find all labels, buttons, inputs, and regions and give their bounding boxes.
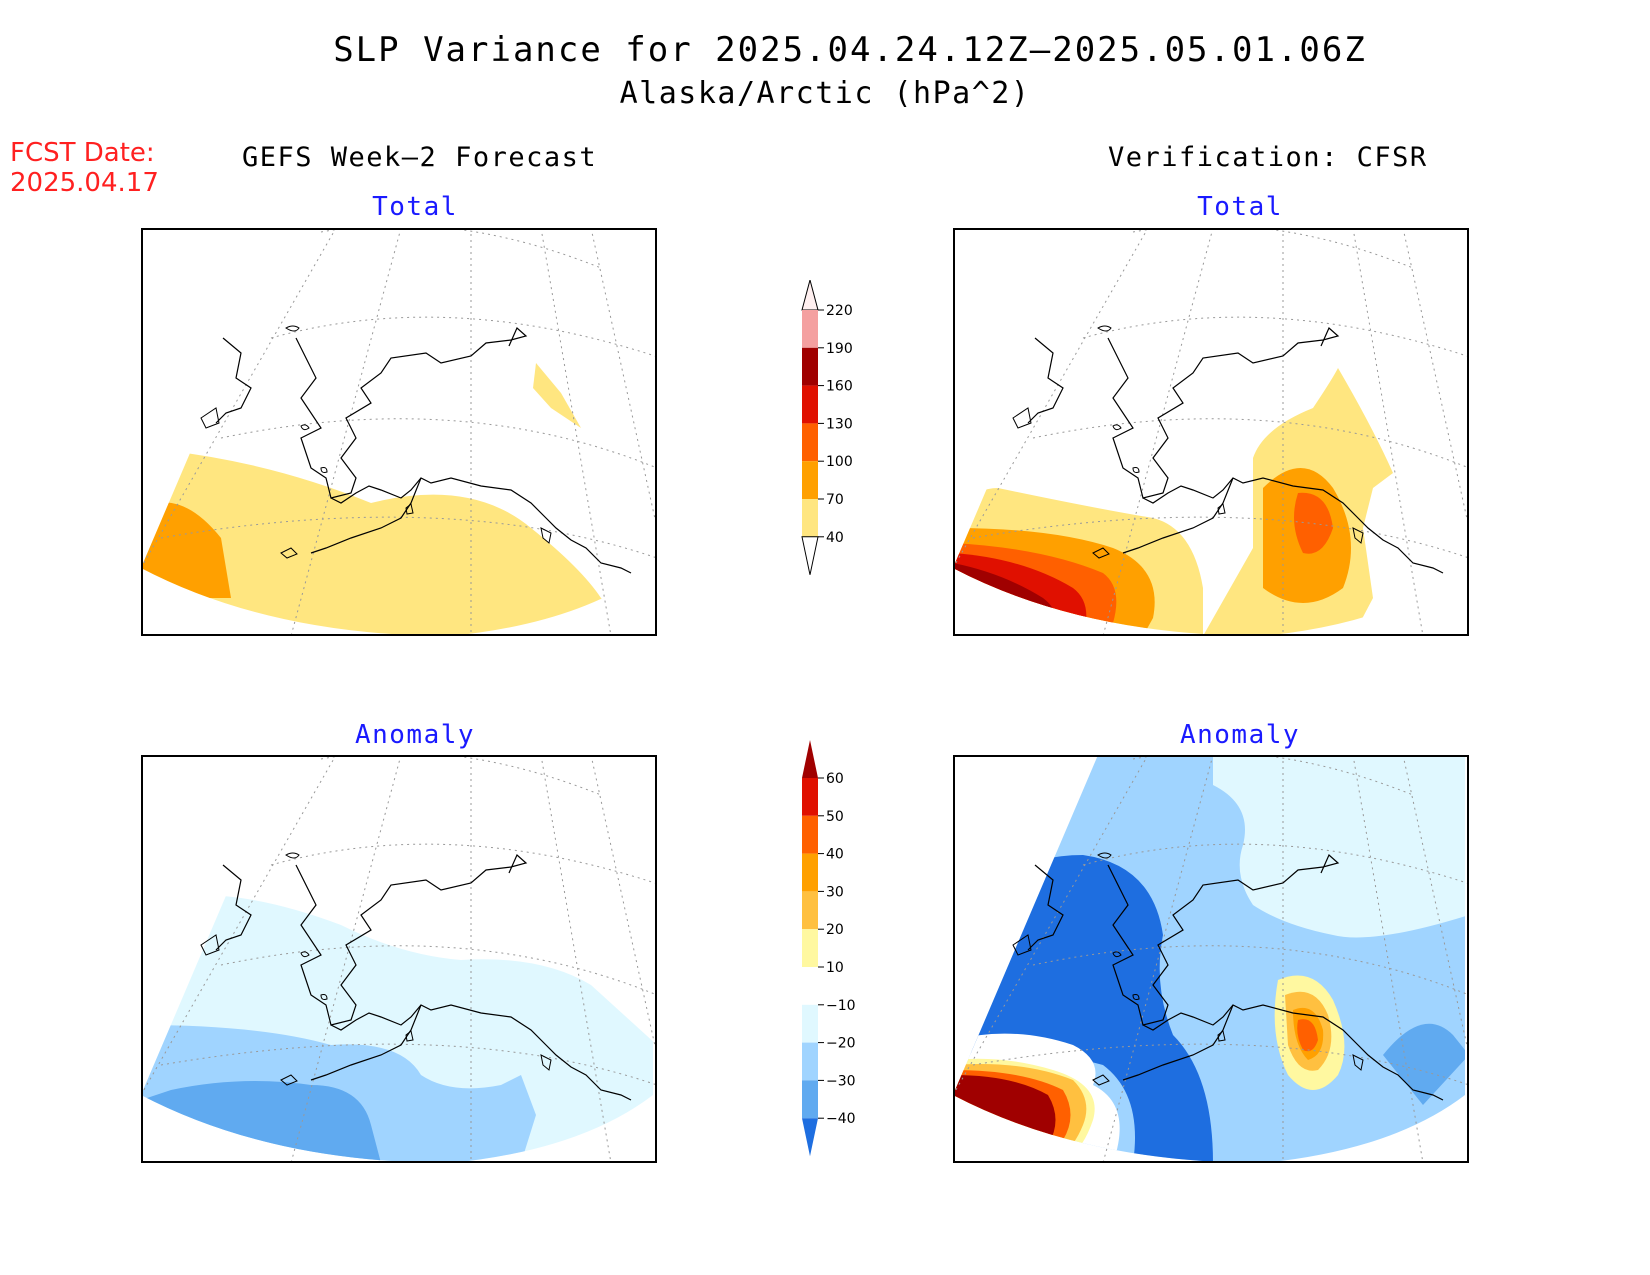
- colorbar-total-label: 160: [826, 379, 853, 395]
- colorbar-anomaly-bin: [802, 778, 818, 816]
- contour-70-100: [141, 502, 231, 598]
- contour-neg10-neg20-north: [1213, 755, 1465, 938]
- verification-header: Verification: CFSR: [1108, 142, 1428, 173]
- gefs-forecast-header: GEFS Week–2 Forecast: [242, 142, 598, 173]
- colorbar-anomaly-label: −30: [826, 1073, 856, 1089]
- colorbar-anomaly-bottom-arrow: [802, 1118, 818, 1157]
- colorbar-total-label: 70: [826, 492, 844, 508]
- colorbar-anomaly-bin: [802, 929, 818, 967]
- contour-40-50-east: [1297, 1019, 1318, 1052]
- colorbar-anomaly-bin: [802, 1042, 818, 1081]
- colorbar-total-bin: [802, 461, 818, 499]
- colorbar-anomaly-bin: [802, 853, 818, 892]
- forecast-date-block: FCST Date: 2025.04.17: [10, 138, 159, 198]
- colorbar-anomaly-label: 60: [826, 771, 844, 787]
- contour-40-70: [141, 448, 653, 636]
- colorbar-anomaly: 60 50 40 30 20 10 −10 −20 −30 −40: [802, 740, 856, 1157]
- colorbar-anomaly-label: 50: [826, 809, 844, 825]
- colorbar-anomaly-label: −40: [826, 1111, 856, 1127]
- colorbar-total-bin: [802, 310, 818, 348]
- colorbar-anomaly-bin: [802, 1080, 818, 1119]
- colorbar-anomaly-bin: [802, 1004, 818, 1043]
- colorbar-total-top-arrow: [801, 280, 819, 311]
- map-forecast-total: [141, 228, 657, 636]
- colorbar-total-bottom-arrow: [801, 536, 819, 575]
- colorbar-total-bin: [802, 385, 818, 424]
- colorbar-total-label: 130: [826, 416, 853, 432]
- colorbar-total-bin: [802, 499, 818, 537]
- colorbar-total-label: 220: [826, 303, 853, 319]
- contour-220-plus: [953, 583, 1008, 636]
- main-subtitle: Alaska/Arctic (hPa^2): [619, 76, 1031, 111]
- colorbar-anomaly-top-arrow: [802, 740, 818, 778]
- colorbar-anomaly-label: 30: [826, 884, 844, 900]
- colorbar-anomaly-label: 40: [826, 847, 844, 863]
- colorbar-anomaly-label: 20: [826, 922, 844, 938]
- forecast-date-label: FCST Date:: [10, 138, 155, 168]
- colorbar-anomaly-label: 10: [826, 960, 844, 976]
- colorbar-anomaly-label: −10: [826, 998, 856, 1014]
- colorbar-anomaly-bin: [802, 967, 818, 1005]
- map-verification-anomaly: [953, 755, 1469, 1163]
- contour-neg30-neg40: [141, 1081, 381, 1163]
- colorbar-total-bin: [802, 347, 818, 386]
- colorbar-anomaly-label: −20: [826, 1036, 856, 1052]
- main-title: SLP Variance for 2025.04.24.12Z–2025.05.…: [333, 30, 1367, 70]
- contour-40-70-east: [533, 363, 581, 428]
- colorbar-total-label: 100: [826, 454, 853, 470]
- panel-title-verification-total: Total: [1197, 192, 1283, 222]
- colorbar-anomaly-bin: [802, 815, 818, 854]
- colorbar-total: 220 190 160 130 100 70 40: [801, 280, 853, 575]
- panel-title-forecast-anomaly: Anomaly: [354, 720, 476, 750]
- contour-100-130-east: [1294, 492, 1333, 554]
- panel-title-verification-anomaly: Anomaly: [1179, 720, 1301, 750]
- colorbar-total-label: 40: [826, 530, 844, 546]
- colorbar-total-bin: [802, 423, 818, 462]
- forecast-date-value: 2025.04.17: [10, 168, 159, 198]
- colorbar-total-label: 190: [826, 341, 853, 357]
- panel-title-forecast-total: Total: [372, 192, 458, 222]
- contour-neg30-neg40-east: [1383, 1023, 1465, 1105]
- map-forecast-anomaly: [141, 755, 657, 1163]
- colorbar-anomaly-bin: [802, 891, 818, 930]
- map-verification-total: [953, 228, 1469, 636]
